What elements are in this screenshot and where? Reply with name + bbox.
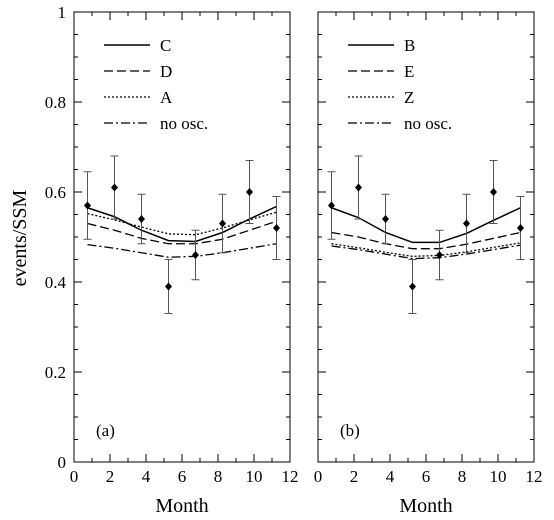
y-tick-label: 0.2 xyxy=(45,363,66,382)
y-tick-label: 0.4 xyxy=(45,273,67,292)
y-tick-label: 0.6 xyxy=(45,183,66,202)
x-tick-label: 12 xyxy=(282,467,299,486)
data-point xyxy=(517,224,524,232)
x-tick-label: 2 xyxy=(350,467,359,486)
legend-label-3: no osc. xyxy=(160,114,208,133)
data-point xyxy=(192,251,199,259)
plot-frame xyxy=(73,11,291,463)
data-point xyxy=(463,219,470,228)
series-line-3 xyxy=(87,243,277,258)
x-tick-label: 10 xyxy=(246,467,263,486)
data-point xyxy=(273,224,280,232)
series-line-1 xyxy=(87,220,277,245)
y-axis-title: events/SSM xyxy=(9,189,31,286)
data-point xyxy=(409,282,416,291)
x-axis-title: Month xyxy=(155,495,208,517)
data-point xyxy=(355,183,362,192)
data-point xyxy=(490,188,497,196)
data-point xyxy=(436,251,443,259)
series-line-0 xyxy=(331,207,521,244)
y-tick-label: 0 xyxy=(58,453,67,472)
legend-label-0: C xyxy=(160,36,171,55)
series-line-1 xyxy=(331,231,521,250)
legend-label-1: E xyxy=(404,62,414,81)
data-point xyxy=(246,188,253,196)
panel-label: (b) xyxy=(340,421,360,440)
y-tick-label: 1 xyxy=(58,3,67,22)
x-tick-label: 8 xyxy=(214,467,223,486)
y-tick-label: 0.8 xyxy=(45,93,66,112)
x-axis-title: Month xyxy=(399,495,452,517)
x-tick-label: 4 xyxy=(386,467,395,486)
x-tick-label: 12 xyxy=(526,467,543,486)
data-point xyxy=(219,219,226,228)
x-tick-label: 2 xyxy=(106,467,115,486)
x-tick-label: 6 xyxy=(422,467,431,486)
x-tick-label: 6 xyxy=(178,467,187,486)
x-tick-label: 10 xyxy=(490,467,507,486)
panel-label: (a) xyxy=(96,421,115,440)
data-point xyxy=(84,201,91,210)
data-point xyxy=(165,282,172,291)
data-point xyxy=(111,183,118,192)
data-point xyxy=(138,215,145,223)
series-line-3 xyxy=(331,244,521,260)
legend-label-3: no osc. xyxy=(404,114,452,133)
series-line-2 xyxy=(87,211,277,236)
x-tick-label: 0 xyxy=(70,467,79,486)
series-line-2 xyxy=(331,242,521,258)
legend-label-2: Z xyxy=(404,88,414,107)
legend-label-1: D xyxy=(160,62,172,81)
x-tick-label: 4 xyxy=(142,467,151,486)
legend-label-2: A xyxy=(160,88,173,107)
data-point xyxy=(382,215,389,223)
x-tick-label: 8 xyxy=(458,467,467,486)
x-tick-label: 0 xyxy=(314,467,323,486)
data-point xyxy=(328,201,335,210)
legend-label-0: B xyxy=(404,36,415,55)
